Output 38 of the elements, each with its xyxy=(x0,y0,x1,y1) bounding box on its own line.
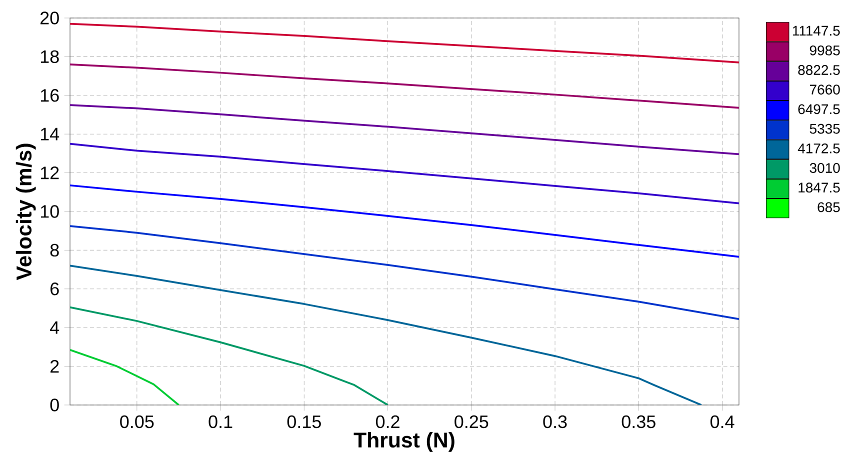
line-series xyxy=(70,104,739,156)
x-axis-title: Thrust (N) xyxy=(354,432,454,452)
legend-label: 6497.5 xyxy=(798,104,840,114)
line-series xyxy=(70,348,180,405)
x-tick-label: 0.1 xyxy=(208,415,232,428)
legend-label: 8822.5 xyxy=(798,65,840,75)
x-tick-label: 0.05 xyxy=(120,415,154,428)
y-tick-label: 8 xyxy=(50,244,59,257)
y-tick-label: 12 xyxy=(40,166,59,180)
y-tick-label: 6 xyxy=(50,282,59,296)
x-tick-label: 0.25 xyxy=(454,415,488,428)
x-tick-label: 0.35 xyxy=(622,415,656,428)
legend-label: 9985 xyxy=(810,45,840,56)
x-tick-label: 0.3 xyxy=(543,415,567,428)
legend-label: 7660 xyxy=(810,84,840,95)
y-tick-label: 14 xyxy=(40,128,60,140)
legend-label: 4172.5 xyxy=(798,143,840,154)
line-series xyxy=(70,63,739,109)
y-axis-title: Velocity (m/s) xyxy=(16,144,36,280)
legend-label: 685 xyxy=(818,202,840,212)
x-tick-label: 0.4 xyxy=(710,415,734,428)
y-tick-label: 4 xyxy=(50,321,60,334)
legend-label: 5335 xyxy=(810,124,840,134)
y-tick-label: 10 xyxy=(40,205,59,218)
y-tick-label: 16 xyxy=(40,89,59,102)
legend-label: 11147.5 xyxy=(792,26,840,36)
legend-label: 1847.5 xyxy=(798,182,840,193)
x-tick-label: 0.15 xyxy=(287,415,321,428)
y-tick-label: 0 xyxy=(50,398,59,412)
line-series xyxy=(70,264,702,405)
y-tick-label: 18 xyxy=(40,50,59,64)
line-series xyxy=(70,306,389,405)
x-tick-label: 0.2 xyxy=(376,415,400,428)
y-tick-label: 2 xyxy=(50,360,59,373)
line-series xyxy=(70,142,739,204)
legend-label: 3010 xyxy=(810,163,840,173)
line-series xyxy=(70,184,739,258)
y-tick-label: 20 xyxy=(40,12,59,24)
